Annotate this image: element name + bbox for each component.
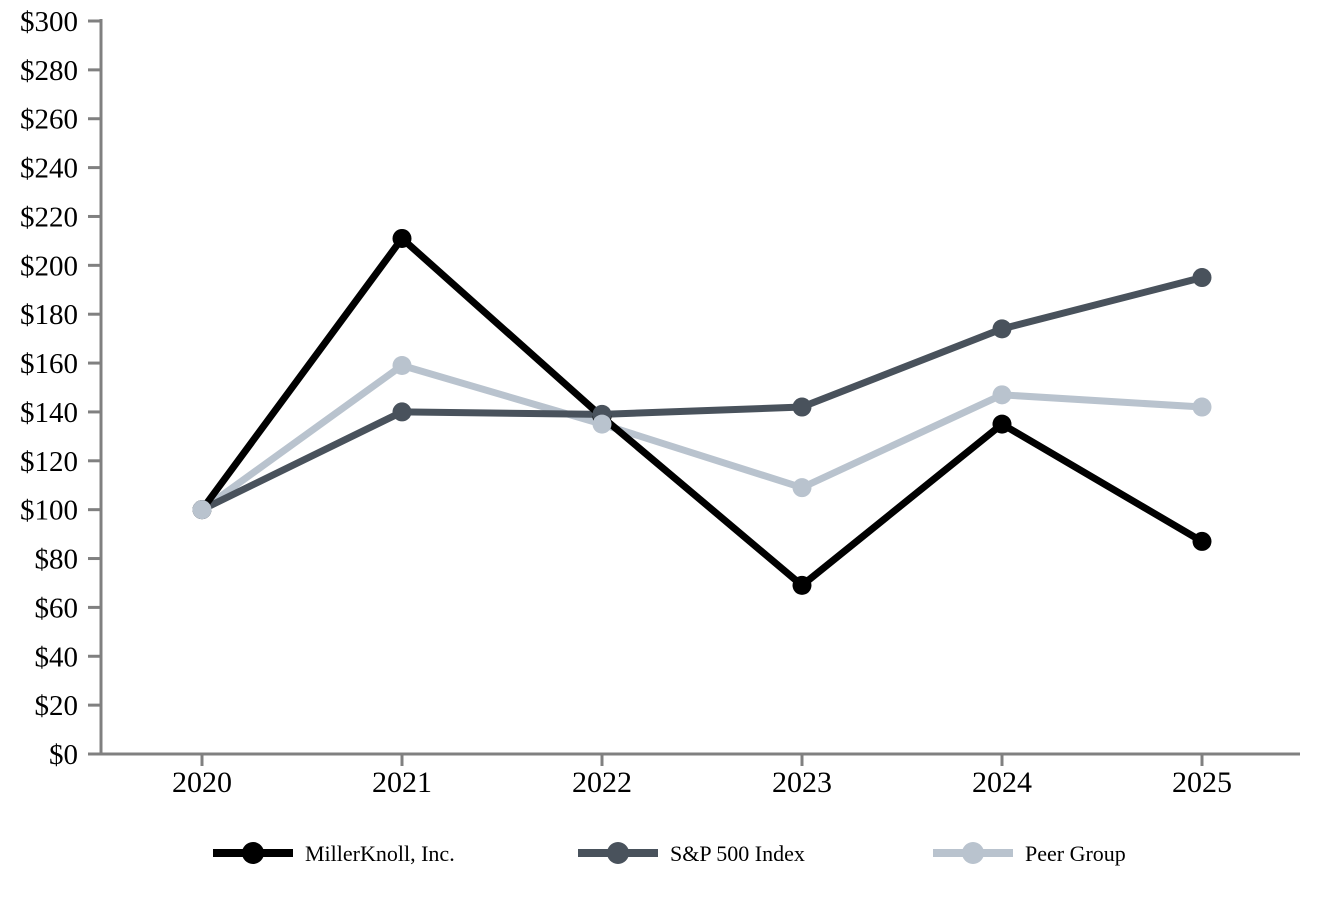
y-axis-label: $220	[20, 201, 78, 233]
data-point-peer-group-2022	[592, 414, 612, 434]
x-axis-label: 2021	[372, 766, 432, 799]
legend-label: Peer Group	[1025, 841, 1126, 866]
legend-swatch-marker-icon	[242, 842, 264, 864]
legend-label: MillerKnoll, Inc.	[305, 841, 455, 866]
data-point-s-p-500-index-2025	[1192, 268, 1212, 288]
y-axis-label: $60	[35, 592, 79, 624]
data-point-s-p-500-index-2024	[992, 319, 1012, 339]
x-axis-label: 2025	[1172, 766, 1232, 799]
x-axis-label: 2020	[172, 766, 232, 799]
x-axis-label: 2022	[572, 766, 632, 799]
series-line-peer-group	[199, 361, 1203, 513]
y-axis-label: $40	[35, 641, 79, 673]
data-point-millerknoll-inc-2021	[392, 228, 412, 248]
data-point-millerknoll-inc-2025	[1192, 531, 1212, 551]
data-point-s-p-500-index-2023	[792, 397, 812, 417]
y-axis-label: $180	[20, 299, 78, 331]
series-line-millerknoll-inc	[199, 233, 1204, 590]
legend-swatch-marker-icon	[962, 842, 984, 864]
data-point-millerknoll-inc-2024	[992, 414, 1012, 434]
legend-item-peer-group: Peer Group	[933, 841, 1126, 866]
x-axis-label: 2024	[972, 766, 1032, 799]
data-point-peer-group-2025	[1192, 397, 1212, 417]
data-point-s-p-500-index-2021	[392, 402, 412, 422]
legend-swatch-marker-icon	[607, 842, 629, 864]
legend-label: S&P 500 Index	[670, 841, 805, 866]
y-axis-label: $300	[20, 6, 78, 38]
series-line-s-p-500-index	[200, 274, 1203, 513]
data-point-peer-group-2020	[192, 500, 212, 520]
data-point-peer-group-2021	[392, 356, 412, 376]
y-axis-label: $280	[20, 55, 78, 87]
y-axis-label: $260	[20, 104, 78, 136]
data-point-peer-group-2023	[792, 478, 812, 498]
x-axis-label: 2023	[772, 766, 832, 799]
y-axis-label: $200	[20, 250, 78, 282]
y-axis-label: $80	[35, 544, 79, 576]
data-point-peer-group-2024	[992, 385, 1012, 405]
y-axis-label: $240	[20, 153, 78, 185]
y-axis-label: $100	[20, 495, 78, 527]
legend-item-s-p-500-index: S&P 500 Index	[578, 841, 805, 866]
legend-item-millerknoll-inc: MillerKnoll, Inc.	[213, 841, 455, 866]
y-axis-label: $160	[20, 348, 78, 380]
y-axis-label: $120	[20, 446, 78, 478]
y-axis-label: $20	[35, 690, 79, 722]
y-axis-label: $140	[20, 397, 78, 429]
data-point-millerknoll-inc-2023	[792, 575, 812, 595]
y-axis-label: $0	[49, 739, 78, 771]
